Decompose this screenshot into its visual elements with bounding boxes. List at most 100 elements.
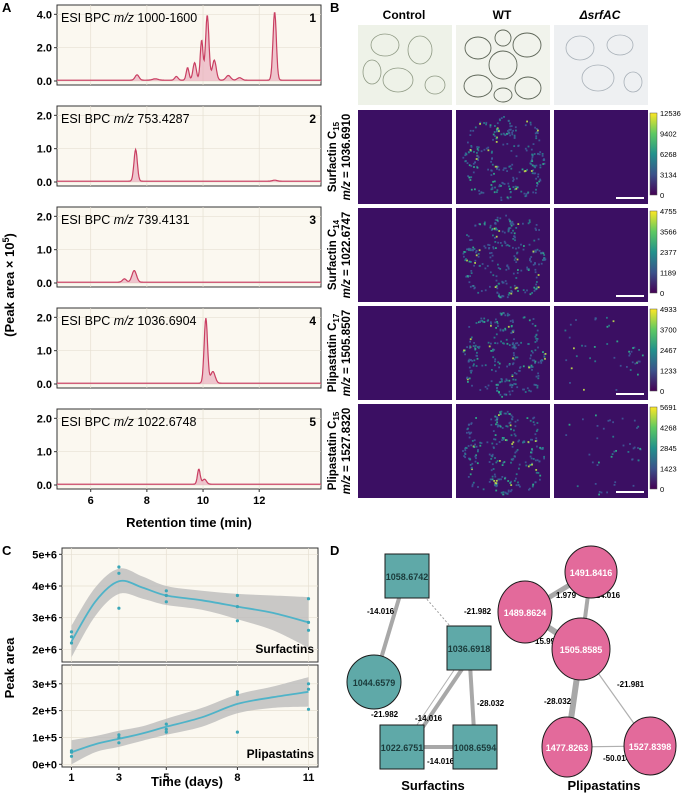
- panel-a-ylabel: (Peak area × 105): [1, 233, 17, 337]
- msi-pixel: [505, 244, 508, 247]
- msi-pixel: [468, 281, 471, 284]
- msi-pixel: [497, 361, 500, 364]
- msi-pixel: [487, 149, 490, 152]
- msi-pixel: [524, 147, 527, 150]
- msi-pixel: [498, 293, 500, 296]
- msi-pixel: [494, 342, 496, 344]
- msi-pixel: [470, 431, 473, 434]
- msi-pixel: [534, 271, 537, 274]
- msi-pixel: [544, 353, 547, 355]
- msi-pixel: [534, 324, 537, 327]
- msi-pixel: [531, 449, 534, 452]
- msi-pixel: [510, 461, 512, 464]
- msi-pixel: [522, 316, 525, 319]
- msi-pixel: [494, 364, 496, 367]
- surfactin-network: -14.016 -21.982 -21.982 -14.016 -28.032 …: [346, 553, 505, 793]
- msi-pixel: [511, 290, 513, 293]
- msi-pixel: [493, 473, 496, 476]
- msi-pixel: [514, 347, 516, 350]
- msi-pixel: [501, 295, 504, 297]
- msi-pixel: [464, 160, 467, 163]
- panel-d: D -14.016 -21.982 -21.982 -14.016 -28.03…: [330, 543, 677, 793]
- msi-pixel: [474, 455, 477, 458]
- msi-pixel: [478, 189, 480, 192]
- msi-pixel: [487, 341, 490, 344]
- msi-pixel: [474, 259, 477, 262]
- msi-pixel: [499, 393, 502, 396]
- msi-pixel: [511, 445, 514, 448]
- msi-pixel: [507, 130, 509, 132]
- msi-pixel: [598, 493, 600, 496]
- msi-pixel: [536, 384, 539, 387]
- msi-pixel: [502, 462, 505, 464]
- msi-pixel: [469, 239, 471, 241]
- msi-pixel: [495, 137, 498, 140]
- msi-pixel: [576, 485, 579, 488]
- msi-pixel: [511, 163, 514, 166]
- y-tick-label: 5e+6: [32, 549, 57, 561]
- msi-pixel: [504, 380, 507, 383]
- msi-pixel: [539, 178, 541, 181]
- data-point: [117, 565, 121, 569]
- msi-pixel: [593, 346, 596, 348]
- msi-pixel: [516, 449, 519, 451]
- msi-pixel: [507, 490, 510, 493]
- node-p-1477: [541, 716, 593, 778]
- node-p-1491: [564, 545, 618, 599]
- msi-pixel: [477, 146, 480, 149]
- y-tick-label: 3e+6: [32, 613, 57, 625]
- title-mz: m/z: [114, 213, 135, 227]
- msi-pixel: [596, 425, 599, 427]
- msi-pixel: [536, 386, 539, 389]
- msi-pixel: [512, 180, 514, 182]
- trace-line: [57, 317, 321, 384]
- msi-pixel: [538, 180, 541, 183]
- msi-pixel: [627, 451, 630, 453]
- msi-pixel: [536, 281, 538, 283]
- y-tick-label: 2.0: [37, 312, 52, 324]
- row-label-mz: m/z = 1022.6747: [341, 212, 353, 299]
- title-value: 739.4131: [134, 213, 190, 227]
- row-mz-value: = 1022.6747: [341, 212, 353, 279]
- msi-pixel: [506, 312, 509, 315]
- msi-pixel: [512, 331, 514, 333]
- msi-srfac: [554, 306, 648, 400]
- msi-pixel: [515, 129, 517, 132]
- msi-pixel: [479, 223, 481, 226]
- msi-pixel: [535, 437, 538, 440]
- msi-pixel: [489, 285, 491, 288]
- msi-pixel: [477, 159, 479, 161]
- msi-pixel: [514, 356, 517, 359]
- optical-control: [358, 25, 452, 105]
- msi-pixel: [633, 419, 636, 422]
- msi-pixel: [502, 438, 505, 441]
- msi-pixel: [470, 145, 473, 147]
- msi-pixel: [529, 464, 532, 466]
- msi-pixel: [539, 166, 542, 169]
- msi-pixel: [523, 245, 525, 247]
- msi-pixel: [630, 350, 633, 353]
- msi-pixel: [475, 365, 478, 367]
- msi-pixel: [494, 135, 496, 137]
- msi-pixel: [512, 363, 514, 366]
- chromatogram-3: 0.0 1.0 2.0 ESI BPC m/z 739.4131 3: [37, 206, 322, 290]
- msi-pixel: [507, 267, 510, 270]
- msi-pixel: [522, 248, 525, 251]
- msi-pixel: [483, 222, 486, 225]
- msi-pixel: [530, 256, 533, 258]
- msi-pixel: [535, 283, 537, 286]
- msi-pixel: [475, 454, 477, 457]
- msi-pixel: [477, 291, 480, 294]
- msi-pixel: [476, 158, 479, 160]
- msi-pixel: [500, 478, 502, 481]
- msi-pixel: [512, 176, 515, 179]
- msi-pixel: [542, 351, 544, 353]
- chromatogram-5: 0.0 1.0 2.0 ESI BPC m/z 1022.6748 5: [37, 408, 322, 492]
- msi-pixel: [606, 491, 608, 494]
- node-s-1058: [384, 553, 430, 599]
- msi-pixel: [525, 464, 528, 467]
- title-mz: m/z: [114, 415, 135, 429]
- msi-pixel: [495, 285, 498, 287]
- chromatogram-title: ESI BPC m/z 1022.6748: [61, 415, 197, 429]
